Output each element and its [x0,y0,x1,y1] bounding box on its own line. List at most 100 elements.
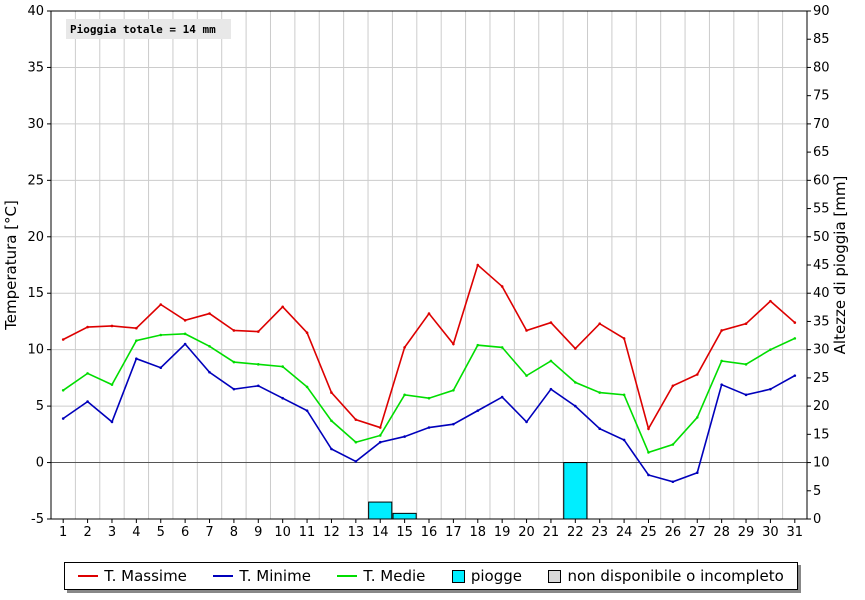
series-point [159,366,163,370]
y-tick-right: 70 [813,117,830,132]
plot-frame [50,10,808,520]
legend-swatch [548,569,562,583]
series-point [61,389,65,392]
series-point [208,312,211,315]
series-point [61,338,65,341]
legend-label: piogge [470,567,522,585]
y-tick-right: 35 [813,314,830,329]
series-point [647,427,650,430]
series-point [354,418,358,421]
y-tick-right: 75 [813,89,830,104]
grid-layer [51,10,807,520]
x-tick: 20 [518,525,535,540]
series-point [598,427,602,430]
series-point [744,363,748,366]
series-point [622,393,626,397]
y-tick-right: 40 [813,286,830,301]
series-point [305,409,309,412]
series-point [305,331,309,335]
series-point [378,434,382,437]
series-point [525,420,528,424]
x-tick: 17 [445,525,462,540]
y-tick-left: 40 [27,4,44,19]
series-point [354,460,358,463]
x-tick: 25 [640,525,657,540]
series-point [183,332,187,336]
series-point [135,357,138,360]
legend: T. Massime T. Minime T. Medie piogge non dis… [64,562,798,590]
x-tick: 30 [762,525,779,540]
y-tick-left: 25 [27,173,44,188]
y-tick-left: -5 [31,512,44,527]
series-point [695,416,699,419]
y-tick-left: 0 [36,456,44,471]
series-point [500,285,504,288]
y-tick-left: 5 [36,399,44,414]
y-tick-right: 50 [813,230,830,245]
series-point [500,346,504,349]
series-point [403,346,406,349]
series-point [232,329,236,332]
y-tick-right: 15 [813,427,830,442]
y-tick-right: 80 [813,60,830,75]
series-point [476,343,480,347]
x-tick: 12 [323,525,340,540]
y-tick-right: 5 [813,484,821,499]
x-tick: 22 [567,525,584,540]
series-point [574,381,577,384]
y-tick-right: 20 [813,399,830,414]
x-tick: 1 [59,525,67,540]
series-point [354,440,358,444]
x-tick: 23 [591,525,608,540]
series-point [305,385,309,389]
series-point [378,440,382,444]
series-point [574,347,577,350]
y-tick-left: 20 [27,230,44,245]
rain-bars [368,462,588,520]
x-tick: 7 [205,525,213,540]
series-point [769,299,772,303]
series-point [183,319,187,322]
series-point [135,339,138,342]
series-point [793,374,797,377]
series-point [525,329,528,332]
x-tick: 11 [299,525,316,540]
series-point [549,359,553,363]
rain-bar [368,501,393,520]
x-tick: 26 [665,525,682,540]
series-point [183,342,187,346]
series-point [476,409,480,412]
series-point [256,384,260,388]
series-point [135,326,138,330]
legend-item: non disponibile o incompleto [548,567,784,585]
annotation-text: Pioggia totale = 14 mm [70,23,216,36]
tick-labels: -505101520253035400510152025303540455055… [27,4,829,540]
series-point [110,420,114,424]
series-point [647,451,650,454]
series-point [452,342,455,346]
x-tick: 28 [713,525,730,540]
series-point [793,337,797,340]
series-point [671,480,675,484]
annotation-box [66,19,231,39]
legend-label: T. Medie [363,567,426,585]
y-tick-right: 30 [813,343,830,358]
x-tick: 13 [348,525,365,540]
series-point [86,325,89,329]
series-point [330,391,333,394]
series-point [720,329,723,332]
y-tick-right: 25 [813,371,830,386]
series-point [744,322,748,326]
y-tick-right: 65 [813,145,830,160]
series-point [208,370,211,374]
y-tick-right: 85 [813,32,830,47]
series-point [549,387,553,391]
x-tick: 18 [470,525,487,540]
legend-item: T. Minime [213,567,311,585]
series-point [549,321,553,324]
x-tick: 27 [689,525,706,540]
y-tick-right: 10 [813,456,830,471]
series-point [695,471,699,475]
temperature-lines [61,263,797,484]
